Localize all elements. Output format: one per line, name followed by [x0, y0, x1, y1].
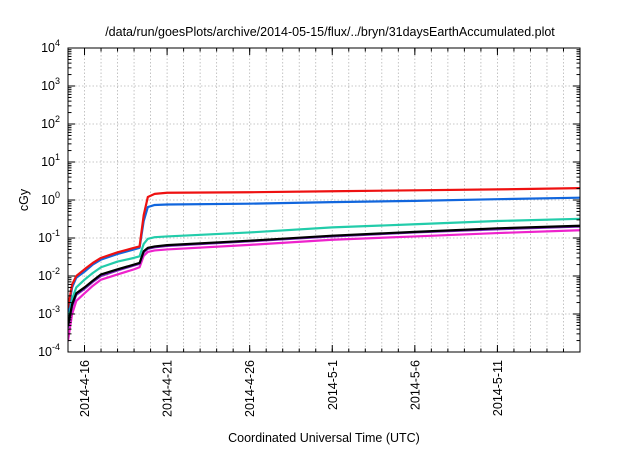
- y-tick-label: 10-2: [38, 266, 60, 283]
- y-tick-exponent: -1: [52, 228, 60, 238]
- x-tick-label: 2014-4-16: [78, 360, 92, 417]
- y-axis-label: cGy: [17, 188, 31, 211]
- y-tick-label: 102: [41, 114, 60, 131]
- series-line: [68, 187, 580, 309]
- x-tick-label: 2014-5-11: [491, 360, 505, 416]
- y-tick-label: 100: [41, 190, 60, 207]
- y-tick-exponent: 2: [55, 114, 60, 124]
- grid-layer: [68, 48, 580, 352]
- y-tick-label: 10-3: [38, 304, 60, 321]
- series-layer: [68, 187, 580, 342]
- x-tick-label: 2014-4-21: [161, 360, 175, 417]
- tick-layer: 10-410-310-210-11001011021031042014-4-16…: [38, 38, 580, 417]
- y-tick-exponent: -4: [52, 342, 60, 352]
- x-axis-label: Coordinated Universal Time (UTC): [228, 431, 420, 445]
- series-line: [68, 217, 580, 319]
- y-tick-exponent: 4: [55, 38, 60, 48]
- y-tick-label: 10-4: [38, 342, 60, 359]
- series-line: [68, 229, 580, 342]
- chart-title: /data/run/goesPlots/archive/2014-05-15/f…: [105, 25, 555, 39]
- y-tick-exponent: -2: [52, 266, 60, 276]
- y-tick-exponent: 0: [55, 190, 60, 200]
- y-tick-exponent: -3: [52, 304, 60, 314]
- y-tick-label: 10-1: [38, 228, 60, 245]
- y-tick-exponent: 1: [55, 152, 60, 162]
- series-line: [68, 224, 580, 327]
- y-tick-exponent: 3: [55, 76, 60, 86]
- y-tick-label: 103: [41, 76, 60, 93]
- y-tick-label: 101: [41, 152, 60, 169]
- x-tick-label: 2014-5-6: [408, 360, 422, 410]
- y-tick-label: 104: [41, 38, 60, 55]
- x-tick-label: 2014-5-1: [326, 360, 340, 410]
- x-tick-label: 2014-4-26: [243, 360, 257, 417]
